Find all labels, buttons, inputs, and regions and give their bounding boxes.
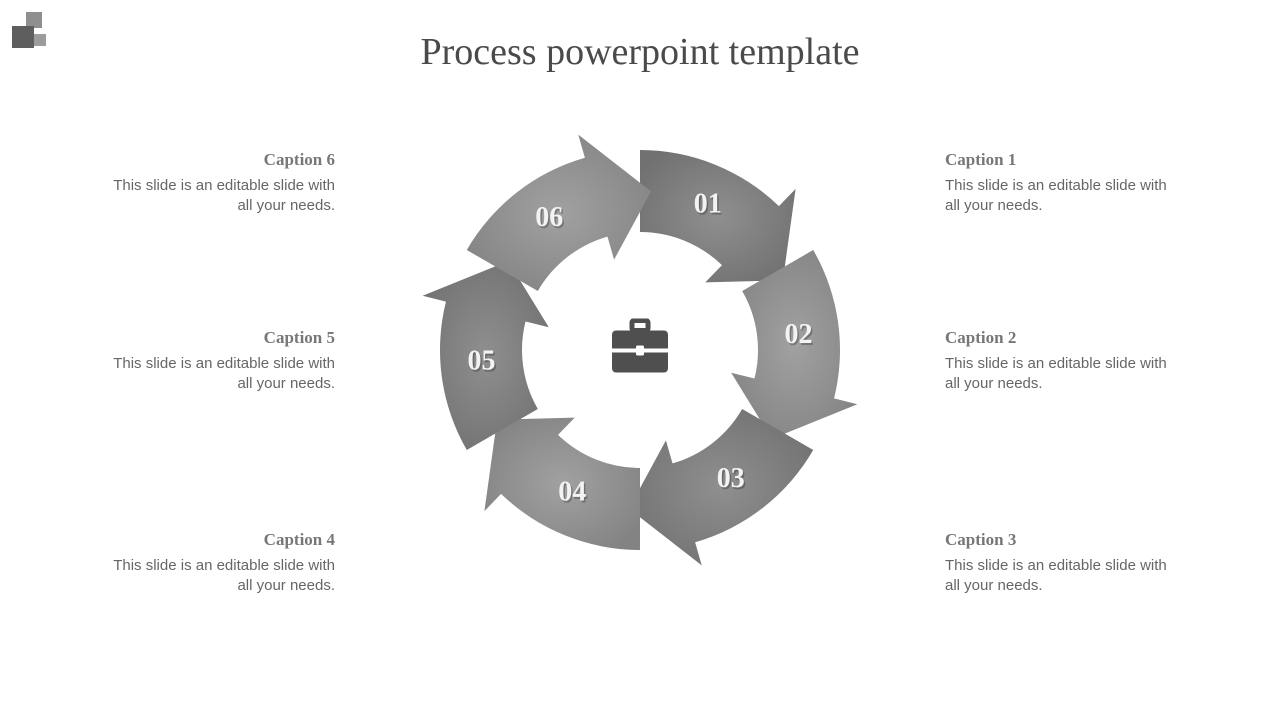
caption-6-title: Caption 6 [105, 150, 335, 170]
caption-5: Caption 5 This slide is an editable slid… [105, 328, 335, 395]
caption-1: Caption 1 This slide is an editable slid… [945, 150, 1175, 217]
caption-5-body: This slide is an editable slide with all… [105, 354, 335, 395]
slide-root: Process powerpoint template Caption 1 Th… [0, 0, 1280, 720]
cycle-number-6: 06 [535, 202, 563, 233]
caption-2: Caption 2 This slide is an editable slid… [945, 328, 1175, 395]
briefcase-icon [608, 319, 672, 382]
caption-3: Caption 3 This slide is an editable slid… [945, 530, 1175, 597]
caption-6: Caption 6 This slide is an editable slid… [105, 150, 335, 217]
caption-4-title: Caption 4 [105, 530, 335, 550]
slide-title: Process powerpoint template [0, 30, 1280, 74]
cycle-diagram: 010102020303040405050606 [420, 130, 860, 570]
caption-2-body: This slide is an editable slide with all… [945, 354, 1175, 395]
cycle-number-1: 01 [694, 189, 722, 220]
caption-4: Caption 4 This slide is an editable slid… [105, 530, 335, 597]
caption-2-title: Caption 2 [945, 328, 1175, 348]
caption-3-title: Caption 3 [945, 530, 1175, 550]
caption-3-body: This slide is an editable slide with all… [945, 556, 1175, 597]
caption-6-body: This slide is an editable slide with all… [105, 176, 335, 217]
caption-5-title: Caption 5 [105, 328, 335, 348]
cycle-number-5: 05 [468, 346, 496, 377]
caption-4-body: This slide is an editable slide with all… [105, 556, 335, 597]
cycle-number-2: 02 [784, 319, 812, 350]
caption-1-title: Caption 1 [945, 150, 1175, 170]
caption-1-body: This slide is an editable slide with all… [945, 176, 1175, 217]
cycle-number-4: 04 [558, 476, 586, 507]
cycle-number-3: 03 [717, 463, 745, 494]
